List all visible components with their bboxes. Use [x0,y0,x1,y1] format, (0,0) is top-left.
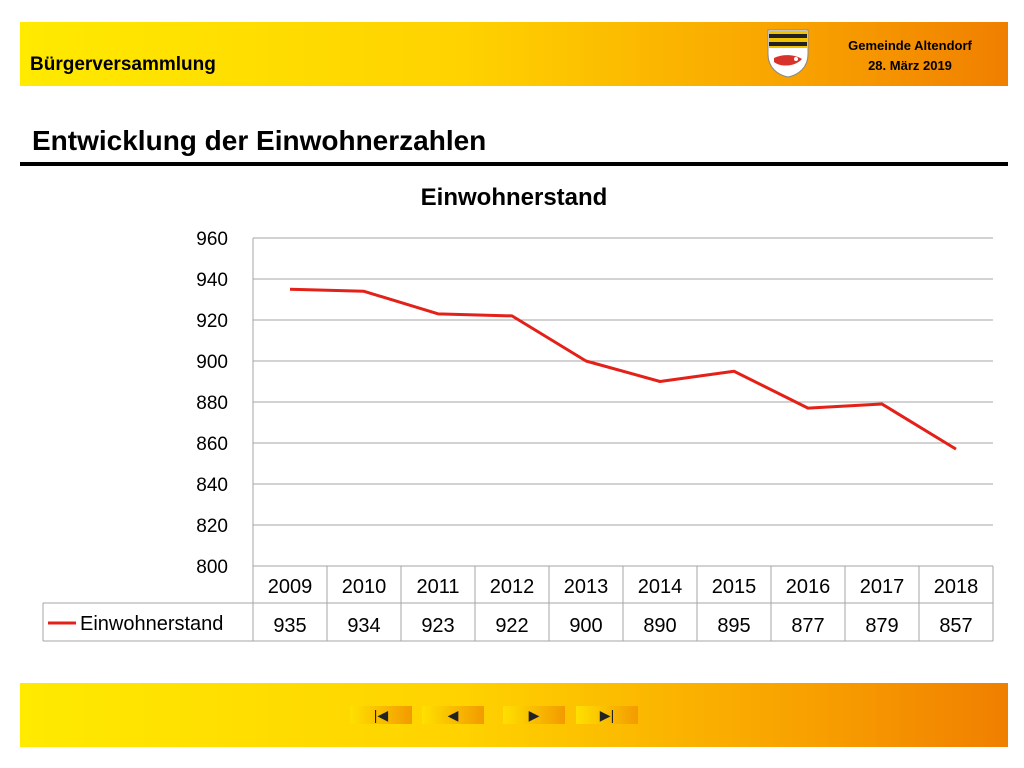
x-category-label: 2011 [416,576,459,598]
y-tick-label: 900 [196,352,228,373]
data-value-label: 922 [495,615,528,637]
last-slide-button[interactable]: ▶| [576,706,638,724]
presentation-date: 28. März 2019 [868,58,952,73]
organization-name: Gemeinde Altendorf [848,38,972,53]
data-value-label: 890 [643,615,676,637]
x-category-label: 2016 [786,576,831,598]
y-tick-label: 920 [196,311,228,332]
series-lines [289,287,957,451]
y-axis-ticks: 800 820 840 860 880 900 920 940 960 [196,229,228,578]
data-value-label: 879 [865,615,898,637]
previous-slide-button[interactable]: ◀ [422,706,484,724]
footer-banner: |◀ ◀ ▶ ▶| [20,683,1008,747]
x-category-label: 2009 [268,576,313,598]
data-value-label: 923 [421,615,454,637]
x-category-label: 2014 [638,576,683,598]
y-tick-label: 960 [196,229,228,250]
data-value-label: 857 [939,615,972,637]
x-category-label: 2018 [934,576,979,598]
data-value-label: 877 [791,615,824,637]
y-tick-label: 880 [196,393,228,414]
x-category-label: 2010 [342,576,387,598]
data-table: 2009 2010 2011 2012 2013 2014 2015 2016 2017 2018… [42,565,994,642]
x-category-label: 2015 [712,576,757,598]
data-value-label: 900 [569,615,602,637]
slide-title: Entwicklung der Einwohnerzahlen [32,125,487,156]
series-name-label: Einwohnerstand [80,613,223,635]
first-slide-button[interactable]: |◀ [350,706,412,724]
next-slide-button[interactable]: ▶ [503,706,565,724]
x-category-label: 2012 [490,576,535,598]
data-value-label: 895 [717,615,750,637]
presentation-title: Bürgerversammlung [30,54,216,75]
y-tick-label: 860 [196,434,228,455]
title-divider [20,162,1008,166]
chart-gridlines [252,237,993,566]
y-tick-label: 940 [196,270,228,291]
y-tick-label: 840 [196,475,228,496]
y-tick-label: 820 [196,516,228,537]
chart-title: Einwohnerstand [421,184,608,211]
series-line-einwohnerstand [289,287,957,451]
x-category-label: 2017 [860,576,905,598]
data-value-label: 934 [347,615,380,637]
header-banner: Bürgerversammlung Gemeinde Altendorf 28.… [20,22,1008,86]
y-tick-label: 800 [196,557,228,578]
coat-of-arms-icon [767,29,809,78]
x-category-label: 2013 [564,576,609,598]
organization-info: Gemeinde Altendorf 28. März 2019 [820,36,1000,76]
data-value-label: 935 [273,615,306,637]
